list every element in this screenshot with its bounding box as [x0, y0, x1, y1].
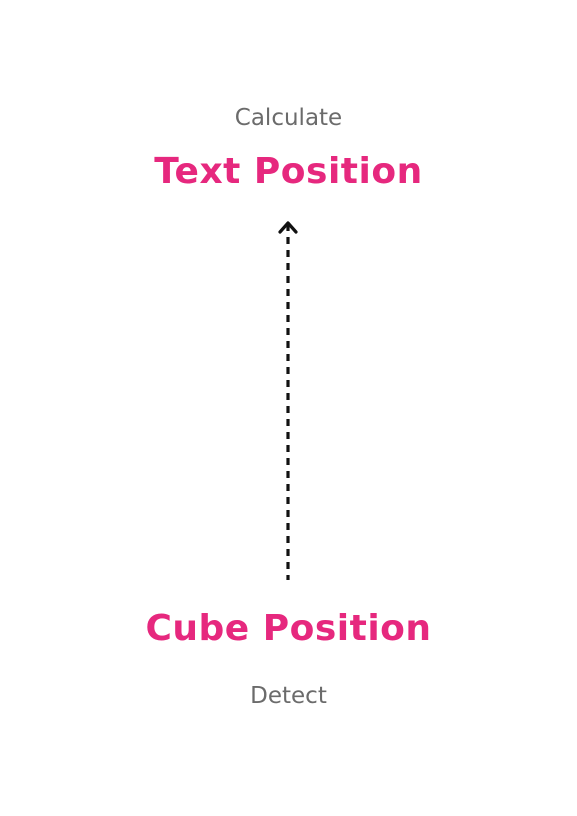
detect-label: Detect	[250, 683, 327, 709]
arrow-head	[278, 221, 298, 234]
dashed-up-arrow-icon	[278, 221, 298, 580]
calculate-label: Calculate	[234, 105, 343, 131]
cube-position-label: Cube Position	[145, 608, 432, 649]
text-position-label: Text Position	[154, 151, 423, 192]
